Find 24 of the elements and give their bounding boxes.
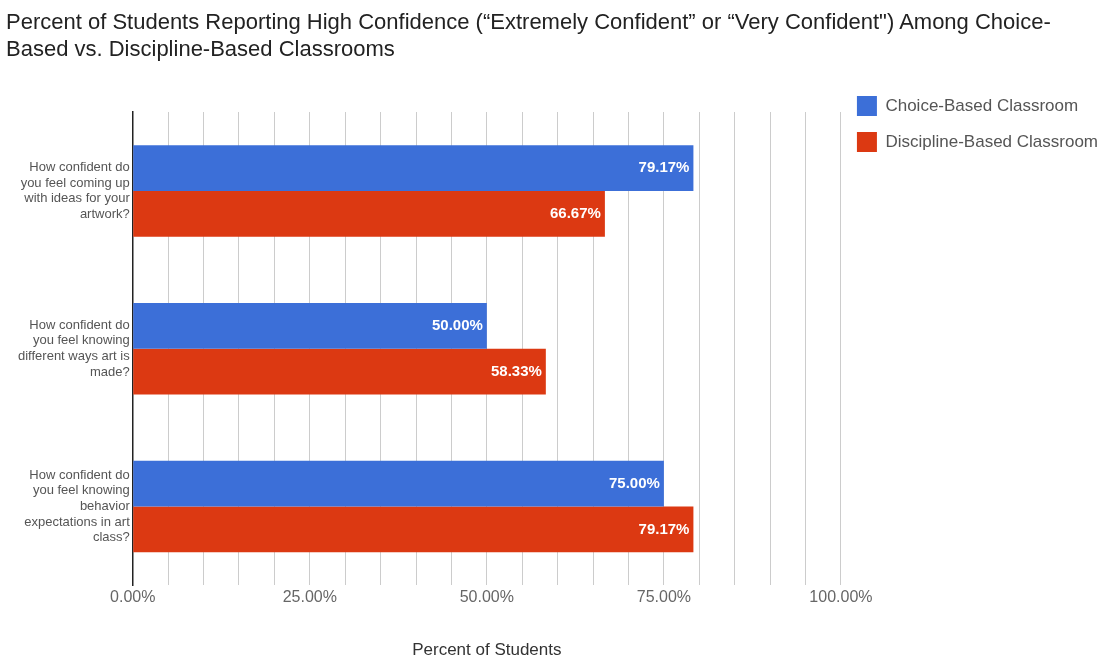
y-tick-label: How confident do you feel knowing behavior expectations in art class?	[24, 466, 131, 545]
data-label: 79.17%	[638, 519, 690, 537]
x-tick-label: 50.00%	[459, 588, 514, 606]
x-tick-label: 75.00%	[636, 588, 692, 606]
bar	[133, 460, 664, 507]
y-tick-label: How confident do you feel coming up with ideas for your artwork?	[20, 159, 131, 221]
x-axis-title: Percent of Students	[412, 640, 562, 660]
bar	[133, 190, 605, 237]
y-tick-label: How confident do you feel knowing different ways art is made?	[17, 316, 131, 379]
x-tick-label: 100.00%	[809, 588, 873, 606]
bar	[133, 302, 487, 349]
data-label: 58.33%	[490, 361, 542, 379]
data-label: 50.00%	[431, 315, 483, 333]
legend-label: Discipline-Based Classroom	[885, 131, 1098, 151]
data-label: 75.00%	[609, 473, 660, 491]
legend-label: Choice-Based Classroom	[885, 95, 1079, 115]
chart-title: Percent of Students Reporting High Confidence (“Extremely Confident” or “Very Confident") Among Choice-Based vs. Discipline-Based Classrooms	[6, 8, 1052, 62]
bar	[133, 506, 694, 553]
x-tick-label: 25.00%	[282, 588, 337, 606]
data-label: 79.17%	[638, 158, 690, 176]
data-label: 66.67%	[550, 203, 601, 221]
bar	[133, 348, 546, 395]
bar	[133, 145, 694, 191]
x-tick-label: 0.00%	[110, 588, 156, 606]
